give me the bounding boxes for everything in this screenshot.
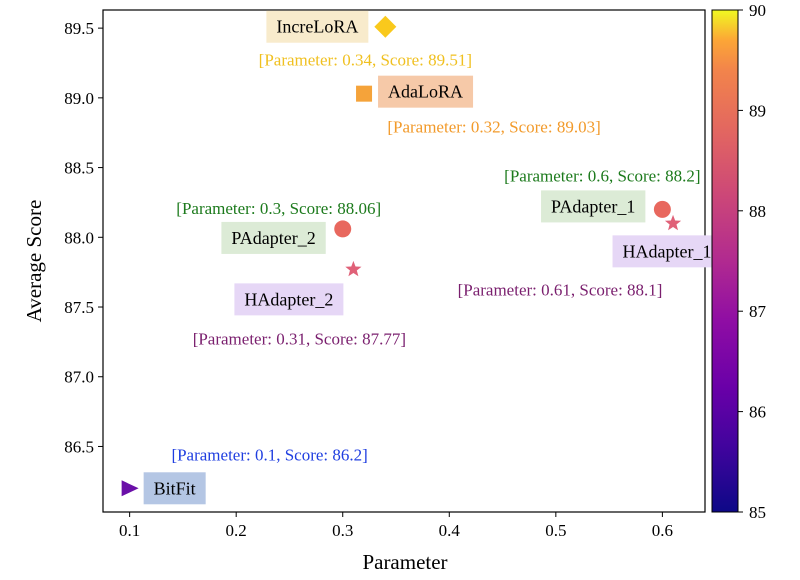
annotation-adalora: [Parameter: 0.32, Score: 89.03] <box>387 118 600 137</box>
y-tick-label: 87.5 <box>64 298 94 317</box>
x-axis-label: Parameter <box>362 550 447 574</box>
y-tick-label: 87.0 <box>64 368 94 387</box>
annotation-hadapter-1: [Parameter: 0.61, Score: 88.1] <box>458 280 663 299</box>
colorbar-tick-label: 89 <box>749 101 766 120</box>
label-padapter-2: PAdapter_2 <box>231 228 315 248</box>
y-tick-label: 89.5 <box>64 19 94 38</box>
point-adalora <box>356 85 373 102</box>
y-axis-label: Average Score <box>22 200 46 323</box>
annotation-hadapter-2: [Parameter: 0.31, Score: 87.77] <box>193 329 406 348</box>
label-box-hadapter-1 <box>612 235 722 268</box>
label-bitfit: BitFit <box>154 478 196 498</box>
colorbar-frame <box>711 9 739 513</box>
point-padapter-2 <box>334 220 352 238</box>
point-bitfit <box>121 480 139 497</box>
label-hadapter-2: HAdapter_2 <box>244 289 333 309</box>
colorbar-tick-label: 90 <box>749 1 766 20</box>
x-tick-label: 0.5 <box>545 521 566 540</box>
label-box-hadapter-2 <box>234 283 344 316</box>
label-adalora: AdaLoRA <box>388 82 463 102</box>
x-tick-label: 0.2 <box>226 521 247 540</box>
label-box-bitfit <box>143 472 206 505</box>
colorbar: 85 86 87 88 89 90 <box>711 1 767 522</box>
label-increlora: IncreLoRA <box>276 17 358 37</box>
colorbar-tick-label: 85 <box>749 503 766 522</box>
label-box-padapter-2 <box>221 221 326 254</box>
label-padapter-1: PAdapter_1 <box>551 196 635 216</box>
x-tick-label: 0.6 <box>652 521 673 540</box>
x-tick-label: 0.1 <box>119 521 140 540</box>
colorbar-tick-label: 87 <box>749 302 767 321</box>
label-box-padapter-1 <box>541 190 646 223</box>
point-hadapter-1 <box>664 214 682 231</box>
y-tick-label: 86.5 <box>64 437 94 456</box>
y-tick-label: 88.0 <box>64 228 94 247</box>
label-hadapter-1: HAdapter_1 <box>623 241 712 261</box>
plot-area: 0.1 0.2 0.3 0.4 0.5 0.6 86.5 87.0 87.5 88.0 88.5 89… <box>22 9 722 574</box>
y-tick-label: 89.0 <box>64 89 94 108</box>
point-hadapter-2 <box>345 260 362 277</box>
annotation-padapter-1: [Parameter: 0.6, Score: 88.2] <box>504 166 700 185</box>
colorbar-gradient <box>712 10 738 512</box>
point-increlora <box>374 15 397 38</box>
x-tick-label: 0.4 <box>439 521 461 540</box>
x-tick-label: 0.3 <box>332 521 353 540</box>
point-padapter-1 <box>653 200 671 218</box>
annotation-bitfit: [Parameter: 0.1, Score: 86.2] <box>171 445 367 464</box>
colorbar-tick-label: 88 <box>749 202 766 221</box>
annotation-increlora: [Parameter: 0.34, Score: 89.51] <box>259 51 472 70</box>
colorbar-tick-label: 86 <box>749 403 766 422</box>
annotation-padapter-2: [Parameter: 0.3, Score: 88.06] <box>176 199 381 218</box>
y-tick-label: 88.5 <box>64 159 94 178</box>
label-box-adalora <box>378 75 474 108</box>
label-box-increlora <box>266 10 369 43</box>
